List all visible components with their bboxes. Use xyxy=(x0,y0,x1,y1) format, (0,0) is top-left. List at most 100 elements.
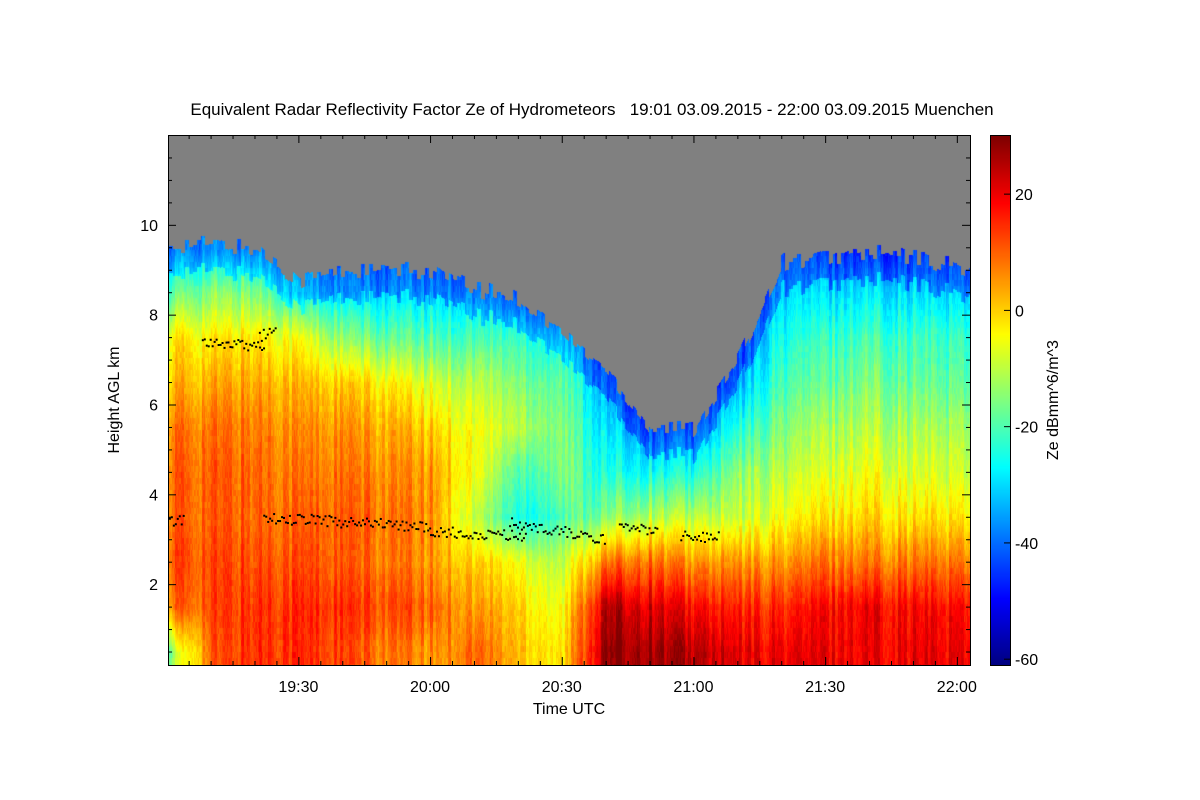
black-marker xyxy=(698,535,701,538)
black-marker xyxy=(467,537,470,540)
black-marker xyxy=(700,540,703,543)
black-marker xyxy=(477,538,480,541)
black-marker xyxy=(595,541,598,544)
black-marker xyxy=(336,524,339,527)
black-marker xyxy=(352,519,355,522)
black-marker xyxy=(417,528,420,531)
black-marker xyxy=(463,535,466,538)
black-marker xyxy=(546,532,549,535)
black-marker xyxy=(267,520,270,523)
black-marker xyxy=(580,530,583,533)
black-marker xyxy=(423,530,426,533)
black-marker xyxy=(534,525,537,528)
black-marker xyxy=(322,518,325,521)
black-marker xyxy=(654,526,657,529)
black-marker xyxy=(497,530,500,533)
black-marker xyxy=(263,514,266,517)
black-marker xyxy=(344,520,347,523)
black-marker xyxy=(684,530,687,533)
black-marker xyxy=(358,521,361,524)
black-marker xyxy=(515,523,518,526)
black-marker xyxy=(481,536,484,539)
black-marker xyxy=(509,537,512,540)
colorbar-tick-label: 20 xyxy=(1015,187,1033,204)
black-marker xyxy=(584,532,587,535)
black-marker xyxy=(182,514,185,517)
black-marker xyxy=(354,523,357,526)
black-marker xyxy=(471,537,474,540)
colorbar xyxy=(991,136,1010,665)
black-marker xyxy=(518,532,521,535)
black-marker xyxy=(501,533,504,536)
black-marker xyxy=(638,530,641,533)
black-marker xyxy=(346,525,349,528)
black-marker xyxy=(686,534,689,537)
black-marker xyxy=(217,344,220,347)
black-marker xyxy=(491,531,494,534)
black-marker xyxy=(696,538,699,541)
black-marker xyxy=(688,535,691,538)
black-marker xyxy=(379,517,382,520)
black-marker xyxy=(682,534,685,537)
black-marker xyxy=(437,535,440,538)
black-marker xyxy=(646,533,649,536)
black-marker xyxy=(391,525,394,528)
black-marker xyxy=(275,522,278,525)
black-marker xyxy=(306,522,309,525)
black-marker xyxy=(381,526,384,529)
black-marker xyxy=(707,538,710,541)
black-marker xyxy=(421,521,424,524)
x-tick-label: 21:30 xyxy=(805,679,845,696)
black-marker xyxy=(371,525,374,528)
black-marker xyxy=(483,538,486,541)
black-marker xyxy=(399,524,402,527)
black-marker xyxy=(261,348,264,351)
black-marker xyxy=(522,537,525,540)
black-marker xyxy=(513,536,516,539)
black-marker xyxy=(209,338,212,341)
black-marker xyxy=(365,517,368,520)
black-marker xyxy=(443,530,446,533)
black-marker xyxy=(172,524,175,527)
black-marker xyxy=(292,522,295,525)
x-axis-label: Time UTC xyxy=(533,701,605,718)
black-marker xyxy=(302,516,305,519)
black-marker xyxy=(245,342,248,345)
black-marker xyxy=(174,523,177,526)
colorbar-tick-label: -20 xyxy=(1015,420,1038,437)
black-marker xyxy=(310,513,313,516)
black-marker xyxy=(270,331,273,334)
black-marker xyxy=(516,526,519,529)
black-marker xyxy=(652,531,655,534)
black-marker xyxy=(411,526,414,529)
black-marker xyxy=(300,515,303,518)
black-marker xyxy=(377,523,380,526)
black-marker xyxy=(360,524,363,527)
black-marker xyxy=(330,516,333,519)
black-marker xyxy=(407,529,410,532)
black-marker xyxy=(622,525,625,528)
black-marker xyxy=(449,533,452,536)
black-marker xyxy=(461,535,464,538)
black-marker xyxy=(536,531,539,534)
black-marker xyxy=(603,542,606,545)
black-marker xyxy=(620,523,623,526)
black-marker xyxy=(369,524,372,527)
colorbar-label: Ze dBmm^6/m^3 xyxy=(1045,340,1062,460)
black-marker xyxy=(692,538,695,541)
black-marker xyxy=(511,529,514,532)
black-marker xyxy=(597,541,600,544)
y-tick-label: 8 xyxy=(149,308,158,325)
black-marker xyxy=(511,517,514,520)
black-marker xyxy=(281,516,284,519)
black-marker xyxy=(401,520,404,523)
black-marker xyxy=(203,338,206,341)
black-marker xyxy=(503,529,506,532)
black-marker xyxy=(566,535,569,538)
black-marker xyxy=(582,532,585,535)
black-marker xyxy=(453,535,456,538)
black-marker xyxy=(348,520,351,523)
black-marker xyxy=(389,520,392,523)
black-marker xyxy=(717,531,720,534)
black-marker xyxy=(640,523,643,526)
